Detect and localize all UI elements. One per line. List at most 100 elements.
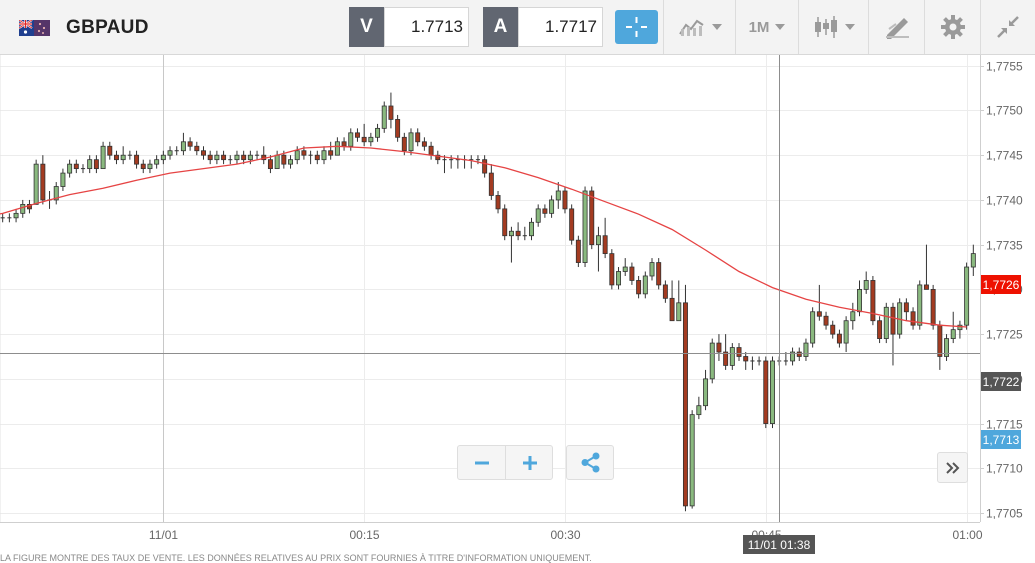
candle — [562, 186, 568, 214]
scroll-to-latest-button[interactable] — [937, 452, 968, 483]
gear-icon — [940, 15, 965, 39]
candle — [549, 195, 555, 218]
candle-body — [482, 159, 488, 174]
candle-body — [790, 351, 796, 362]
candle-body — [816, 311, 822, 317]
x-tick-label: 00:15 — [349, 528, 379, 542]
candle — [482, 155, 488, 178]
candle-body — [850, 311, 856, 322]
candle — [877, 316, 883, 344]
candle — [763, 356, 769, 429]
candle — [709, 338, 715, 384]
candle-body — [549, 199, 555, 214]
sell-label: V — [349, 7, 384, 47]
candle — [20, 199, 26, 218]
candle — [770, 356, 775, 429]
candle — [757, 356, 762, 366]
crosshair-price-tag-text: 1,7722 — [983, 375, 1020, 389]
candle — [134, 150, 140, 169]
plus-icon — [522, 455, 537, 470]
candle — [529, 217, 534, 241]
candle-body — [857, 288, 862, 313]
price-chart[interactable]: 1,77051,77101,77151,77201,77251,77301,77… — [0, 55, 1035, 560]
candle — [930, 284, 936, 330]
candle — [923, 244, 929, 290]
candle-body — [114, 154, 119, 161]
candle-body — [408, 132, 414, 152]
candle-body — [100, 145, 106, 170]
bid-price-tag: 1,7713 — [981, 430, 1021, 449]
candle — [114, 150, 119, 165]
candle — [53, 182, 59, 205]
candle — [174, 146, 179, 156]
candle-body — [944, 338, 950, 357]
ma-price-tag-text: 1,7726 — [983, 278, 1020, 292]
candle — [636, 275, 642, 299]
candle — [428, 141, 434, 160]
candle-body — [214, 154, 220, 161]
candle — [622, 258, 628, 276]
candle-body — [743, 356, 749, 362]
candle-body — [73, 163, 79, 170]
candle-body — [508, 230, 514, 237]
candle-body — [843, 320, 849, 344]
candle — [535, 204, 541, 227]
candle — [609, 249, 615, 290]
candle-body — [187, 141, 193, 147]
candle — [616, 267, 621, 290]
chevron-down-icon — [711, 24, 722, 30]
candle-body — [375, 127, 381, 138]
candle — [830, 320, 836, 339]
candle-body — [241, 154, 247, 161]
timeframe-dropdown[interactable]: 1M — [735, 0, 798, 54]
candle — [723, 334, 729, 370]
candle-body — [609, 253, 615, 286]
candle — [341, 137, 347, 151]
candle — [857, 280, 862, 317]
chart-type-dropdown[interactable] — [663, 0, 735, 54]
candle-body — [415, 132, 421, 143]
candle-body — [883, 306, 889, 339]
candle — [903, 298, 909, 321]
candle-body — [388, 105, 394, 120]
zoom-in-button[interactable] — [506, 446, 553, 479]
candle-body — [67, 163, 73, 174]
candle — [93, 155, 99, 174]
candle-body — [321, 150, 327, 161]
candle-body — [676, 302, 682, 322]
y-tick-label: 1,7740 — [986, 194, 1023, 208]
candle-body — [334, 141, 340, 156]
candle-body — [616, 271, 621, 286]
candle — [274, 150, 280, 170]
buy-label: A — [483, 7, 518, 47]
candle — [107, 141, 113, 160]
buy-price: 1.7717 — [518, 7, 603, 47]
crosshair-button[interactable] — [615, 10, 658, 44]
zoom-out-button[interactable] — [458, 446, 505, 479]
candle-body — [294, 150, 300, 161]
candle-body — [729, 347, 735, 366]
drawing-tools-button[interactable] — [868, 0, 924, 54]
candle — [455, 155, 460, 169]
candle — [13, 208, 19, 223]
candle-body — [689, 414, 695, 507]
candle-body — [515, 230, 521, 237]
collapse-button[interactable] — [980, 0, 1035, 54]
candle-body — [569, 208, 575, 241]
share-button[interactable] — [566, 445, 614, 480]
candle-body — [622, 266, 628, 272]
sell-price: 1.7713 — [384, 7, 469, 47]
candle-body — [763, 360, 769, 424]
candle-body — [502, 208, 508, 237]
candle — [676, 280, 682, 322]
candle-body — [970, 253, 976, 268]
y-tick-label: 1,7745 — [986, 149, 1023, 163]
candle-body — [341, 141, 347, 147]
settings-button[interactable] — [924, 0, 980, 54]
candle — [508, 226, 514, 263]
candle-style-dropdown[interactable] — [798, 0, 868, 54]
candle — [555, 182, 561, 209]
candle — [689, 410, 695, 509]
candle — [241, 150, 247, 165]
candle-body — [13, 212, 19, 219]
